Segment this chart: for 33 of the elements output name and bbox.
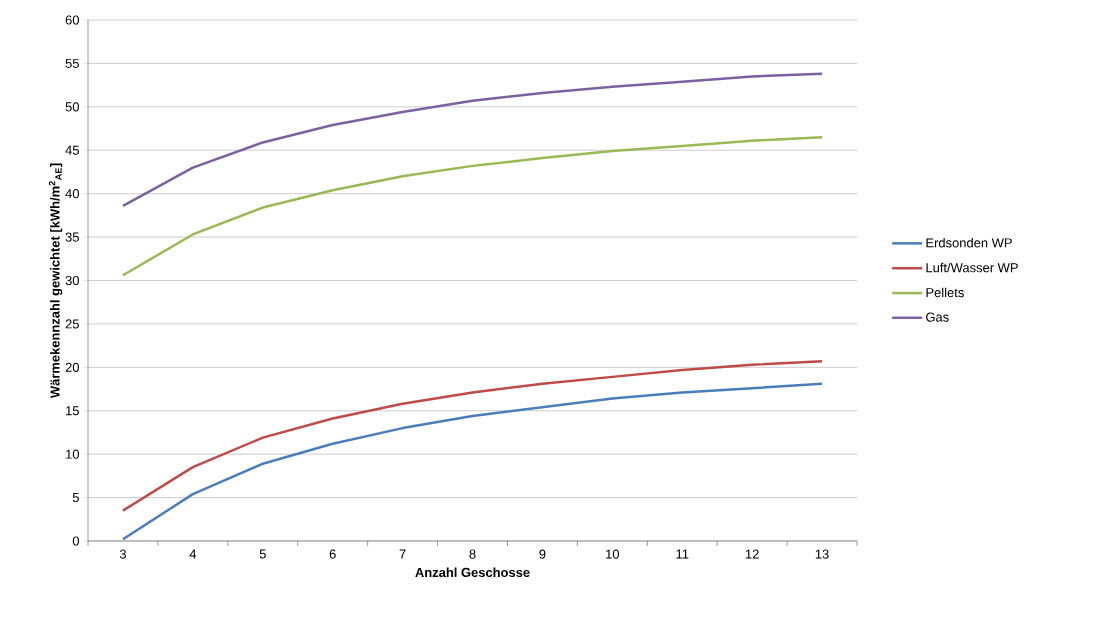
- y-tick-label: 5: [72, 493, 79, 503]
- x-tick-label: 7: [399, 549, 406, 559]
- line-series: [121, 72, 824, 208]
- x-tick-label: 11: [676, 549, 689, 559]
- y-tick-label: 0: [72, 536, 79, 546]
- y-tick-label: 35: [65, 232, 79, 242]
- x-tick-label: 10: [606, 549, 620, 559]
- y-tick-label: 30: [65, 275, 79, 286]
- legend-label: Gas: [926, 312, 949, 322]
- x-tick-label: 6: [329, 549, 336, 559]
- legend-label: Pellets: [926, 287, 964, 298]
- x-tick-label: 5: [259, 549, 266, 559]
- x-tick-label: 13: [815, 549, 829, 559]
- y-tick-label: 20: [65, 362, 79, 372]
- y-tick-label: 45: [65, 145, 79, 155]
- x-tick-label: 8: [469, 549, 476, 559]
- x-tick-label: 9: [539, 549, 546, 559]
- line-series: [121, 135, 824, 277]
- legend-label: Luft/Wasser WP: [926, 262, 1018, 273]
- y-tick-label: 60: [65, 15, 79, 25]
- y-tick-label: 50: [65, 102, 79, 112]
- line-series: [121, 359, 824, 512]
- y-tick-label: 55: [65, 58, 79, 68]
- x-tick-label: 12: [745, 549, 759, 559]
- y-tick-label: 15: [66, 406, 79, 416]
- y-axis-title: Wärmekennzahl gewichtet [kWh/m$^{2}$$_{AE}$]: [48, 163, 63, 399]
- legend-label: Erdsonden WP: [926, 237, 1012, 248]
- y-tick-label: 40: [65, 189, 79, 199]
- y-tick-label: 25: [65, 319, 79, 329]
- x-tick-label: 4: [189, 549, 197, 559]
- x-axis-title: Anzahl Geschosse: [415, 567, 530, 578]
- x-tick-label: 3: [119, 549, 126, 559]
- y-tick-label: 10: [66, 449, 79, 459]
